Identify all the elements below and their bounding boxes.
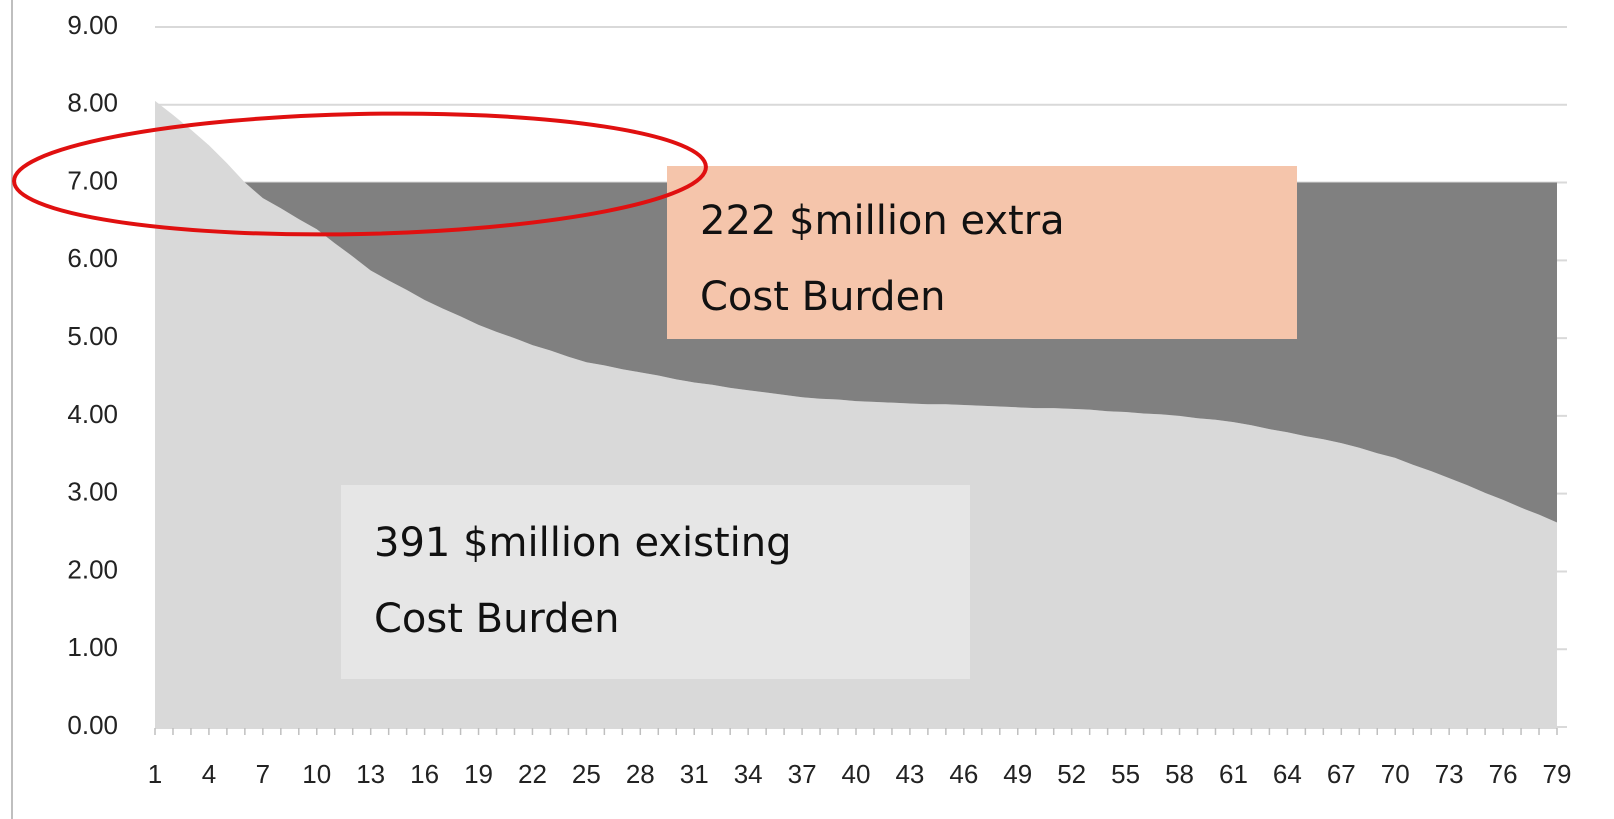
y-tick-label: 6.00 [67,243,118,273]
annotation-text: 222 $million extra [700,198,1065,244]
y-tick-label: 2.00 [67,554,118,584]
x-tick-label: 25 [572,759,601,789]
highlight-ellipse [12,111,708,237]
x-tick-label: 22 [518,759,547,789]
annotation-text: 391 $million existing [374,520,792,566]
x-tick-label: 16 [410,759,439,789]
y-tick-label: 4.00 [67,399,118,429]
x-tick-label: 4 [202,759,216,789]
annotation-text: Cost Burden [374,596,620,642]
y-tick-label: 9.00 [67,10,118,40]
x-tick-label: 76 [1489,759,1518,789]
x-tick-label: 49 [1003,759,1032,789]
x-tick-label: 79 [1543,759,1572,789]
y-tick-label: 5.00 [67,321,118,351]
x-tick-label: 7 [256,759,270,789]
x-tick-label: 40 [842,759,871,789]
x-tick-label: 52 [1057,759,1086,789]
y-tick-label: 7.00 [67,165,118,195]
x-tick-label: 46 [949,759,978,789]
annotation-box [341,485,970,679]
x-tick-label: 37 [788,759,817,789]
x-tick-label: 61 [1219,759,1248,789]
x-tick-label: 67 [1327,759,1356,789]
x-tick-label: 70 [1381,759,1410,789]
y-tick-label: 0.00 [67,710,118,740]
x-tick-label: 73 [1435,759,1464,789]
x-tick-label: 28 [626,759,655,789]
x-tick-label: 31 [680,759,709,789]
x-tick-label: 58 [1165,759,1194,789]
x-tick-label: 43 [895,759,924,789]
x-tick-label: 1 [148,759,162,789]
x-tick-label: 10 [302,759,331,789]
y-tick-label: 1.00 [67,632,118,662]
y-tick-label: 3.00 [67,477,118,507]
x-tick-label: 64 [1273,759,1302,789]
x-tick-label: 55 [1111,759,1140,789]
x-tick-label: 19 [464,759,493,789]
y-tick-label: 8.00 [67,88,118,118]
annotation-box [667,166,1297,339]
annotation-text: Cost Burden [700,274,946,320]
x-tick-label: 13 [356,759,385,789]
x-tick-label: 34 [734,759,763,789]
